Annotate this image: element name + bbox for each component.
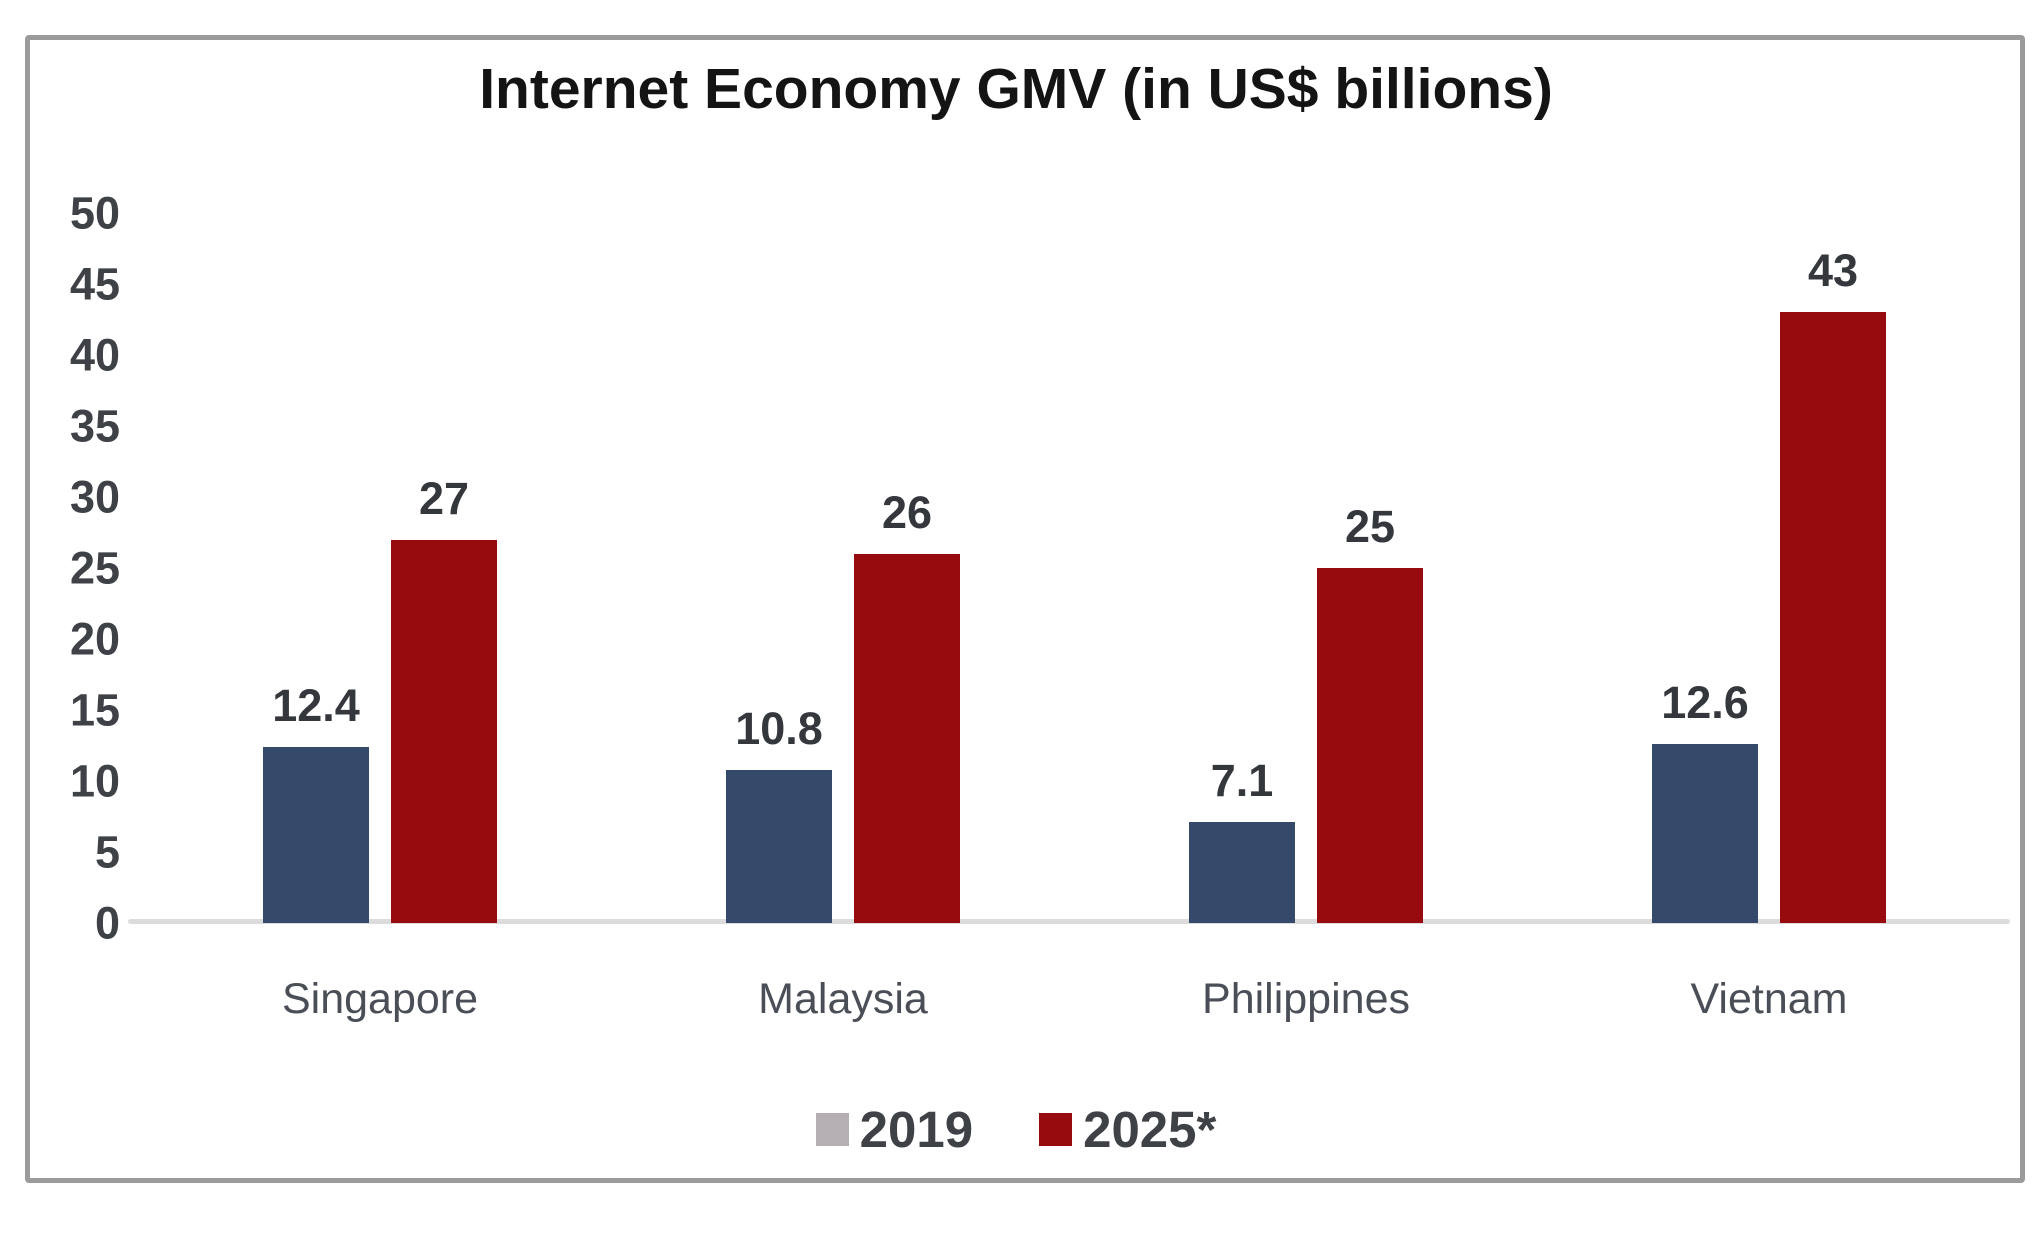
bar-value-label: 43: [1807, 245, 1859, 297]
legend-label: 2025*: [1083, 1100, 1217, 1158]
bar-value-label: 7.1: [1210, 755, 1274, 807]
legend-label: 2019: [859, 1100, 974, 1158]
bar-value-label: 25: [1344, 501, 1396, 552]
y-tick-label: 40: [69, 329, 120, 381]
bar-value-label: 10.8: [735, 702, 823, 754]
y-tick-label: 50: [69, 187, 120, 239]
bar-2025-vietnam: [1780, 312, 1886, 923]
chart-title: Internet Economy GMV (in US$ billions): [479, 57, 1553, 121]
bar-value-label: 12.6: [1661, 677, 1749, 729]
legend-swatch-icon: [815, 1112, 849, 1146]
y-tick-label: 0: [94, 897, 120, 949]
y-tick-label: 30: [69, 471, 120, 523]
x-axis-label-malaysia: Malaysia: [758, 975, 928, 1023]
legend-item-2019: 2019: [815, 1100, 974, 1158]
y-tick-label: 20: [69, 613, 120, 665]
bar-2025-singapore: [391, 539, 497, 923]
y-tick-label: 15: [69, 684, 120, 736]
chart-frame: [25, 35, 2025, 1183]
bar-2019-philippines: [1189, 822, 1295, 923]
x-axis-baseline: [128, 919, 2010, 924]
x-axis-label-vietnam: Vietnam: [1690, 975, 1848, 1023]
bar-2019-vietnam: [1652, 744, 1758, 923]
x-axis-label-philippines: Philippines: [1202, 975, 1410, 1023]
legend-swatch-icon: [1039, 1112, 1073, 1146]
bar-2019-malaysia: [726, 769, 832, 923]
y-tick-label: 35: [69, 400, 120, 452]
y-tick-label: 5: [94, 826, 120, 878]
bar-2025-philippines: [1317, 568, 1423, 923]
y-tick-label: 10: [69, 755, 120, 807]
bar-value-label: 27: [418, 472, 470, 524]
bar-value-label: 26: [881, 486, 933, 538]
bar-value-label: 12.4: [272, 679, 360, 731]
bar-2019-singapore: [263, 746, 369, 923]
y-tick-label: 45: [69, 258, 120, 310]
legend-item-2025: 2025*: [1039, 1104, 1216, 1155]
legend: 2019 2025*: [0, 1098, 2032, 1160]
bar-2025-malaysia: [854, 553, 960, 923]
x-axis-label-singapore: Singapore: [281, 975, 479, 1023]
y-tick-label: 25: [69, 542, 120, 594]
